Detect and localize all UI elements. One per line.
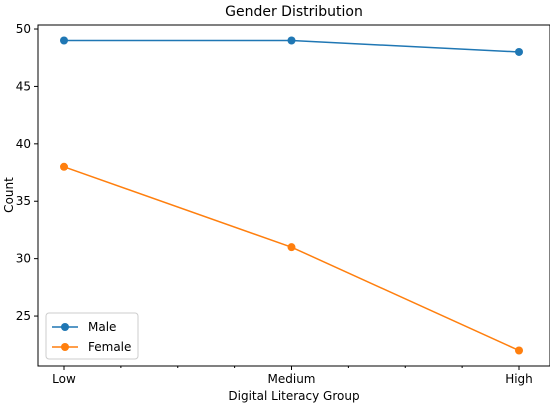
data-point (287, 36, 296, 45)
x-tick-label: Medium (268, 372, 316, 386)
x-axis-label: Digital Literacy Group (228, 389, 359, 403)
data-point (60, 162, 68, 171)
chart-title: Gender Distribution (225, 4, 363, 20)
x-axis: Low Medium High (52, 366, 533, 386)
y-tick-label: 40 (16, 137, 31, 151)
y-axis: 25 30 35 40 45 50 (16, 22, 38, 323)
series-male (60, 36, 523, 56)
legend-items: Male Female (52, 320, 131, 354)
y-tick-label: 25 (16, 309, 31, 323)
y-tick-label: 35 (16, 194, 31, 208)
data-point (287, 243, 296, 252)
legend-label: Male (88, 320, 116, 334)
y-tick-label: 45 (16, 79, 31, 93)
y-tick-label: 30 (16, 252, 31, 266)
legend-marker (61, 343, 69, 351)
legend-label: Female (88, 340, 131, 354)
y-tick-label: 50 (16, 22, 31, 36)
series-layer (60, 36, 523, 355)
series-female (60, 162, 523, 355)
legend-marker (61, 323, 69, 331)
plot-area-frame (37, 24, 550, 367)
data-point (515, 346, 523, 355)
y-axis-label: Count (2, 177, 16, 213)
data-point (515, 47, 523, 56)
legend: Male Female (45, 312, 139, 360)
x-tick-label: Low (52, 372, 76, 386)
x-tick-label: High (505, 372, 533, 386)
data-point (60, 36, 68, 45)
